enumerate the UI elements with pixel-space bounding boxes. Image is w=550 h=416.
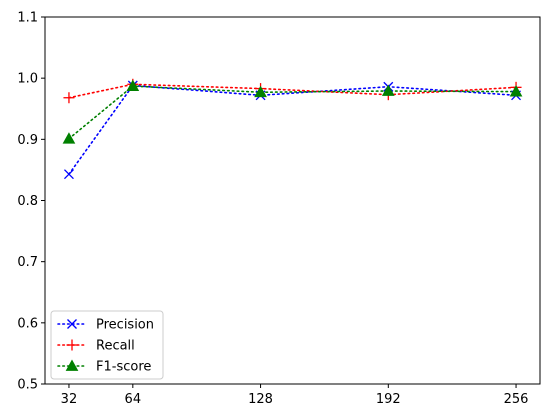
y-tick-label: 0.6 <box>17 316 38 331</box>
legend-label: Precision <box>96 318 154 333</box>
data-point-f1-score <box>509 85 523 97</box>
legend-label: Recall <box>96 339 135 354</box>
legend: Precision Recall F1-score <box>50 310 164 380</box>
legend-marker <box>66 339 78 351</box>
y-tick-label: 1.0 <box>17 72 38 87</box>
series-line-precision <box>68 84 517 175</box>
x-tick-label: 32 <box>61 392 78 407</box>
data-point-f1-score <box>381 84 395 96</box>
legend-marker <box>67 319 77 329</box>
legend-marker <box>65 359 79 371</box>
y-tick-label: 0.9 <box>17 133 38 148</box>
data-point-f1-score <box>254 85 267 98</box>
series-lines <box>68 83 517 175</box>
axis-ticks: 0.5 0.6 0.7 0.8 0.9 1.0 1.1 32 64 128 192 256 <box>17 11 528 408</box>
y-tick-label: 0.7 <box>17 255 38 270</box>
y-tick-label: 0.8 <box>17 194 38 209</box>
series-markers <box>62 78 523 180</box>
x-tick-label: 128 <box>248 392 273 407</box>
x-tick-label: 192 <box>376 392 401 407</box>
x-tick-label: 256 <box>504 392 529 407</box>
data-point-recall <box>63 92 75 104</box>
legend-box <box>50 310 164 380</box>
y-tick-label: 1.1 <box>17 11 38 26</box>
y-tick-label: 0.5 <box>17 378 38 393</box>
series-line-f1-score <box>68 85 517 140</box>
data-point-f1-score <box>126 79 140 92</box>
x-tick-label: 64 <box>125 392 142 407</box>
data-point-f1-score <box>62 132 76 144</box>
legend-label: F1-score <box>96 360 151 375</box>
data-point-precision <box>63 169 74 180</box>
